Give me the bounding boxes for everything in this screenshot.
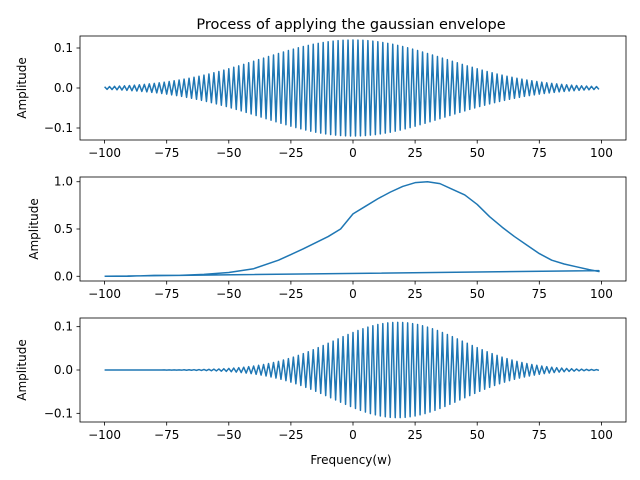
x-tick-label: −75 (154, 287, 179, 301)
x-tick-label: 50 (470, 428, 485, 442)
subplot-3-plot-area: −100 −75 −50 −25 0 25 50 75 100 −0.1 0.0 0.1 (44, 317, 627, 442)
x-tick-label: 75 (532, 287, 547, 301)
subplot-1: −100 −75 −50 −25 0 25 50 75 100 −0.1 0.0 0.1 Amplit… (15, 35, 627, 160)
x-tick-label: −100 (88, 287, 121, 301)
y-tick-label: 0.0 (54, 269, 73, 283)
x-tick-label: −25 (278, 146, 303, 160)
x-tick-label: 25 (407, 428, 422, 442)
y-tick-label: 0.1 (54, 320, 73, 334)
series-line-1 (104, 39, 600, 137)
x-tick-label: 100 (590, 428, 613, 442)
x-tick-label: −75 (154, 428, 179, 442)
x-tick-label: 100 (590, 146, 613, 160)
y-tick-label: 0.0 (54, 363, 73, 377)
subplot-1-plot-area: −100 −75 −50 −25 0 25 50 75 100 −0.1 0.0 0.1 (44, 35, 627, 160)
x-tick-label: 75 (532, 146, 547, 160)
y-tick-label: 0.5 (54, 222, 73, 236)
x-tick-label: −50 (216, 287, 241, 301)
x-tick-label: 0 (349, 428, 357, 442)
chart-title: Process of applying the gaussian envelop… (196, 17, 505, 33)
x-tick-label: −25 (278, 287, 303, 301)
x-tick-label: 25 (407, 287, 422, 301)
x-tick-label: −100 (88, 146, 121, 160)
x-tick-label: 100 (590, 287, 613, 301)
x-tick-label: 0 (349, 146, 357, 160)
subplot-2-plot-area: −100 −75 −50 −25 0 25 50 75 100 0.0 0.5 1.0 (54, 175, 627, 301)
x-tick-label: 50 (470, 146, 485, 160)
x-tick-label: 0 (349, 287, 357, 301)
subplot-3-ylabel: Amplitude (15, 339, 29, 401)
x-tick-label: −50 (216, 428, 241, 442)
y-tick-label: −0.1 (44, 121, 73, 135)
x-tick-label: −75 (154, 146, 179, 160)
x-tick-label: −25 (278, 428, 303, 442)
y-tick-label: −0.1 (44, 406, 73, 420)
subplot-3: −100 −75 −50 −25 0 25 50 75 100 −0.1 0.0 0.1 Amplit… (15, 317, 627, 467)
series-line-2 (104, 180, 600, 278)
subplot-2: −100 −75 −50 −25 0 25 50 75 100 0.0 0.5 1.0 Amplitu… (27, 175, 627, 301)
subplot-1-ylabel: Amplitude (15, 57, 29, 119)
x-tick-label: 75 (532, 428, 547, 442)
y-tick-label: 0.1 (54, 41, 73, 55)
y-tick-label: 1.0 (54, 175, 73, 189)
x-tick-label: −50 (216, 146, 241, 160)
x-tick-label: 50 (470, 287, 485, 301)
subplot-3-xlabel: Frequency(w) (310, 453, 391, 467)
subplot-2-ylabel: Amplitude (27, 198, 41, 260)
x-tick-label: −100 (88, 428, 121, 442)
y-tick-label: 0.0 (54, 81, 73, 95)
series-line-3 (104, 321, 600, 419)
x-tick-label: 25 (407, 146, 422, 160)
